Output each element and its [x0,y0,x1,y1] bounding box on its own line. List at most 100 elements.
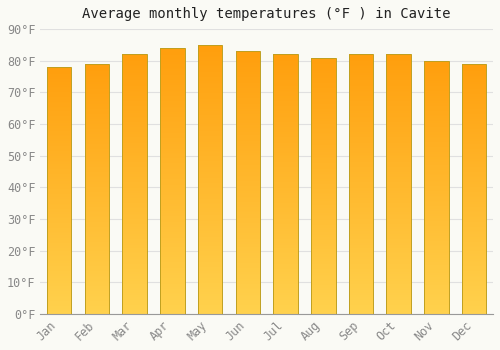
Bar [198,231,222,233]
Bar [386,74,411,75]
Bar [160,50,184,51]
Bar [236,56,260,58]
Bar [462,117,486,119]
Bar [84,176,109,177]
Bar [47,190,72,192]
Bar [462,104,486,106]
Bar [47,148,72,149]
Bar [386,293,411,295]
Bar [386,108,411,110]
Bar [424,297,448,299]
Bar [386,278,411,279]
Bar [47,92,72,93]
Bar [462,202,486,204]
Bar [236,226,260,228]
Bar [348,245,374,246]
Bar [84,189,109,190]
Bar [311,95,336,97]
Bar [386,195,411,196]
Bar [462,91,486,92]
Bar [424,159,448,160]
Bar [47,214,72,215]
Bar [274,139,298,141]
Bar [462,166,486,167]
Bar [84,272,109,274]
Bar [236,97,260,98]
Bar [311,310,336,312]
Bar [236,63,260,65]
Bar [160,128,184,130]
Bar [311,177,336,179]
Bar [462,246,486,247]
Bar [122,108,147,110]
Bar [198,86,222,88]
Bar [236,51,260,53]
Bar [160,298,184,300]
Bar [84,307,109,309]
Bar [122,162,147,163]
Bar [160,66,184,68]
Bar [47,85,72,87]
Bar [84,170,109,172]
Bar [311,213,336,215]
Bar [386,271,411,272]
Bar [236,298,260,300]
Bar [462,257,486,259]
Bar [160,309,184,310]
Bar [424,162,448,164]
Bar [311,262,336,264]
Bar [462,94,486,96]
Bar [47,261,72,263]
Bar [311,80,336,82]
Bar [424,284,448,285]
Bar [274,60,298,61]
Bar [462,147,486,149]
Bar [160,224,184,225]
Bar [424,250,448,251]
Bar [386,265,411,267]
Bar [311,111,336,112]
Bar [122,58,147,60]
Bar [386,132,411,134]
Bar [236,144,260,146]
Bar [47,67,72,69]
Bar [122,279,147,281]
Bar [122,307,147,309]
Bar [311,193,336,194]
Bar [348,92,374,94]
Bar [274,212,298,214]
Bar [84,301,109,302]
Bar [122,191,147,193]
Bar [386,54,411,56]
Bar [198,153,222,154]
Bar [236,270,260,272]
Bar [274,271,298,272]
Bar [386,300,411,302]
Bar [160,256,184,257]
Bar [47,164,72,166]
Bar [47,278,72,279]
Bar [198,192,222,194]
Bar [386,85,411,87]
Bar [386,259,411,260]
Bar [348,279,374,281]
Bar [198,300,222,301]
Bar [198,235,222,237]
Bar [236,165,260,167]
Bar [386,229,411,231]
Bar [462,236,486,237]
Bar [462,266,486,267]
Bar [84,227,109,229]
Bar [274,281,298,283]
Bar [198,154,222,156]
Bar [311,71,336,73]
Bar [236,293,260,295]
Bar [122,169,147,170]
Bar [462,186,486,187]
Bar [236,146,260,147]
Bar [462,69,486,71]
Bar [84,290,109,292]
Bar [462,119,486,120]
Bar [386,82,411,84]
Bar [47,113,72,115]
